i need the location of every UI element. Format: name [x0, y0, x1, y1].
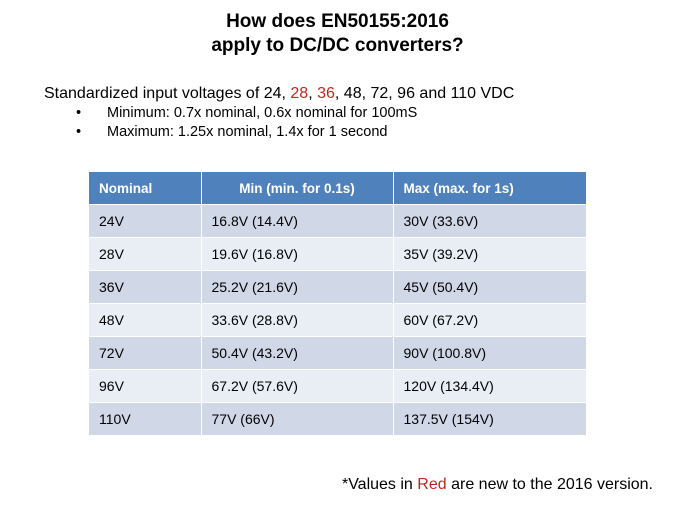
cell-min: 50.4V (43.2V): [201, 336, 394, 370]
header-nominal: Nominal: [89, 172, 202, 205]
cell-min: 16.8V (14.4V): [201, 204, 394, 238]
header-min: Min (min. for 0.1s): [201, 172, 394, 205]
cell-max: 137.5V (154V): [393, 402, 586, 436]
header-max: Max (max. for 1s): [393, 172, 586, 205]
cell-nominal: 28V: [89, 237, 202, 271]
intro-prefix: Standardized input voltages of 24,: [44, 85, 286, 102]
table-row: 36V 25.2V (21.6V) 45V (50.4V): [89, 270, 586, 304]
cell-nominal: 36V: [89, 270, 202, 304]
table-row: 48V 33.6V (28.8V) 60V (67.2V): [89, 303, 586, 337]
cell-nominal: 72V: [89, 336, 202, 370]
title-line-1: How does EN50155:2016: [226, 11, 449, 32]
slide-title: How does EN50155:2016 apply to DC/DC con…: [0, 10, 675, 58]
cell-max: 120V (134.4V): [393, 369, 586, 403]
cell-nominal: 48V: [89, 303, 202, 337]
cell-nominal: 110V: [89, 402, 202, 436]
table-row: 24V 16.8V (14.4V) 30V (33.6V): [89, 204, 586, 238]
cell-min: 77V (66V): [201, 402, 394, 436]
bullet-text: Maximum: 1.25x nominal, 1.4x for 1 secon…: [107, 124, 388, 140]
cell-max: 90V (100.8V): [393, 336, 586, 370]
table-row: 28V 19.6V (16.8V) 35V (39.2V): [89, 237, 586, 271]
bullet-text: Minimum: 0.7x nominal, 0.6x nominal for …: [107, 105, 418, 121]
intro-red-28: 28: [290, 85, 309, 102]
voltage-table: Nominal Min (min. for 0.1s) Max (max. fo…: [89, 172, 586, 436]
intro-red-36: 36: [317, 85, 335, 102]
table-header-row: Nominal Min (min. for 0.1s) Max (max. fo…: [89, 172, 586, 205]
intro-text: Standardized input voltages of 24, 28, 3…: [44, 84, 514, 104]
cell-nominal: 24V: [89, 204, 202, 238]
cell-nominal: 96V: [89, 369, 202, 403]
bullet-item: • Minimum: 0.7x nominal, 0.6x nominal fo…: [76, 104, 417, 123]
title-line-2: apply to DC/DC converters?: [211, 35, 464, 56]
cell-min: 25.2V (21.6V): [201, 270, 394, 304]
intro-comma: ,: [308, 85, 313, 102]
cell-max: 60V (67.2V): [393, 303, 586, 337]
cell-max: 30V (33.6V): [393, 204, 586, 238]
footnote-suffix: are new to the 2016 version.: [451, 476, 653, 493]
bullet-item: • Maximum: 1.25x nominal, 1.4x for 1 sec…: [76, 123, 417, 142]
table-row: 96V 67.2V (57.6V) 120V (134.4V): [89, 369, 586, 403]
table-row: 72V 50.4V (43.2V) 90V (100.8V): [89, 336, 586, 370]
footnote-prefix: *Values in: [341, 476, 413, 493]
intro-suffix: , 48, 72, 96 and 110 VDC: [334, 85, 515, 102]
bullet-list: • Minimum: 0.7x nominal, 0.6x nominal fo…: [76, 104, 417, 142]
cell-max: 45V (50.4V): [393, 270, 586, 304]
bullet-dot-icon: •: [76, 105, 82, 121]
footnote-red-word: Red: [417, 476, 447, 493]
cell-min: 33.6V (28.8V): [201, 303, 394, 337]
footnote: *Values in Red are new to the 2016 versi…: [342, 476, 653, 494]
bullet-dot-icon: •: [76, 124, 82, 140]
cell-min: 67.2V (57.6V): [201, 369, 394, 403]
cell-max: 35V (39.2V): [393, 237, 586, 271]
table-row: 110V 77V (66V) 137.5V (154V): [89, 402, 586, 436]
cell-min: 19.6V (16.8V): [201, 237, 394, 271]
